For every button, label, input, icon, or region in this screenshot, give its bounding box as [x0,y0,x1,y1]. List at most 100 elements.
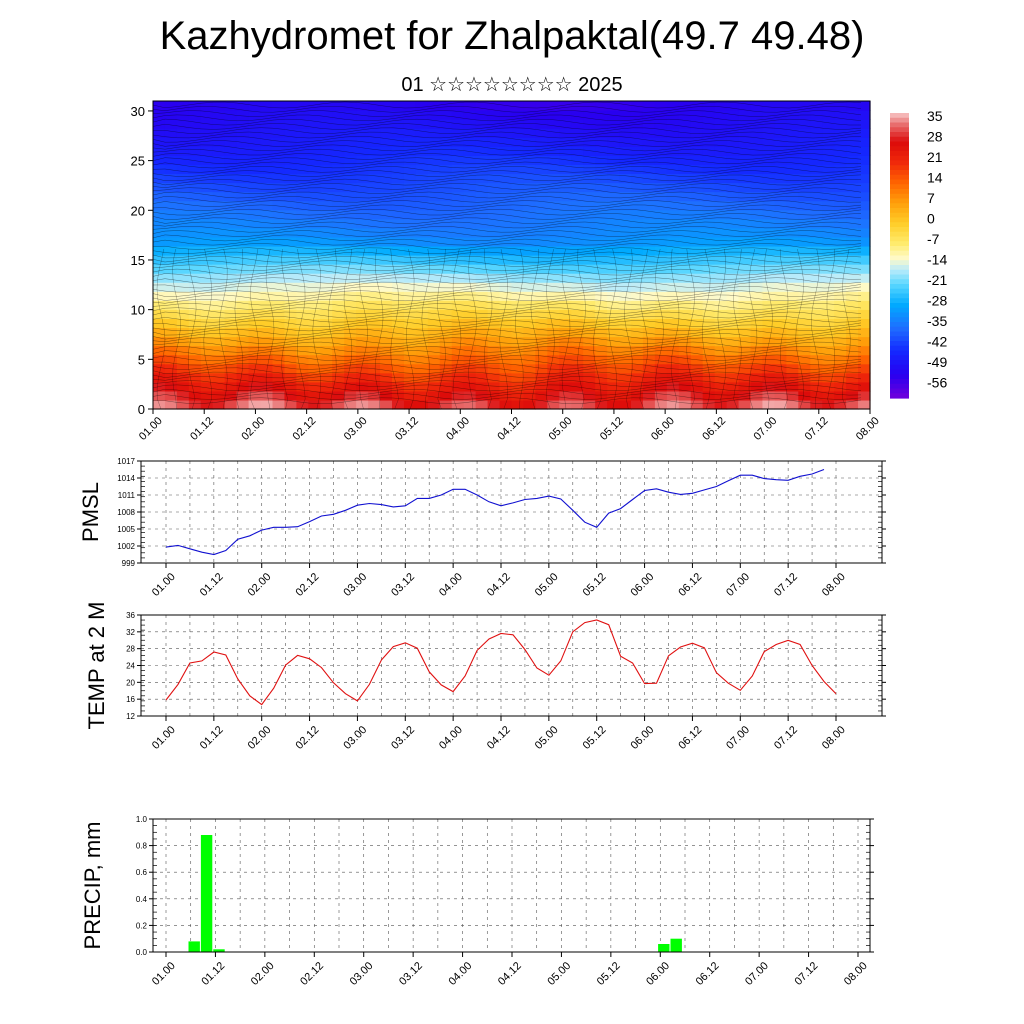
heatmap-cell [176,164,190,175]
heatmap-cell [499,137,513,147]
heatmap-cell [511,327,525,338]
heatmap-cell [284,119,297,129]
heatmap-cell [236,381,250,392]
heatmap-cell [595,173,608,184]
heatmap-cell [403,264,417,274]
heatmap-cell [475,191,489,202]
heatmap-cell [403,318,417,329]
heatmap-cell [642,282,656,292]
colorbar-segment [890,193,909,200]
heatmap-cell [224,218,238,229]
heatmap-cell [690,110,704,120]
heatmap-cell [427,345,441,356]
heatmap-cell [666,318,680,329]
heatmap-cell [248,209,262,220]
streamline [312,248,322,410]
heatmap-cell [248,191,262,202]
heatmap-cell [188,309,202,320]
heatmap-cell [666,300,680,310]
heatmap-cell [284,218,297,229]
heatmap-cell [153,218,166,229]
heatmap-cell [368,119,381,129]
heatmap-cell [690,236,704,247]
heatmap-cell [248,390,262,401]
x-tick-label: 08.00 [820,571,848,599]
x-tick-label: 04.00 [446,960,474,988]
heatmap-cell [631,318,644,329]
heatmap-cell [607,255,620,265]
heatmap-cell [702,209,716,220]
heatmap-cell [248,155,262,166]
colorbar-segment [890,146,909,152]
heatmap-cell [619,245,632,256]
heatmap-cell [344,372,357,383]
heatmap-cell [714,381,728,392]
x-tick-label: 01.00 [150,960,178,988]
heatmap-cell [846,245,859,256]
heatmap-cell [666,255,680,265]
colorbar-label: 0 [927,211,935,227]
y-tick-label: 20 [131,203,145,218]
heatmap-cell [224,345,238,356]
x-tick-label: 02.00 [249,960,277,988]
heatmap-cell [738,155,752,166]
heatmap-cell [380,399,393,410]
heatmap-cell [822,363,835,374]
precip-bar [188,941,200,952]
heatmap-cell [642,390,656,401]
heatmap-cell [654,300,668,310]
heatmap-cell [164,354,178,365]
heatmap-cell [738,309,752,320]
heatmap-cell [427,291,441,301]
heatmap-cell [260,110,274,120]
heatmap-cell [439,318,453,329]
heatmap-cell [475,137,489,147]
heatmap-cell [822,155,835,166]
heatmap-cell [212,101,226,111]
heatmap-cell [714,146,728,156]
heatmap-cell [774,282,787,292]
heatmap-cell [344,173,357,184]
heatmap-cell [619,282,632,292]
colorbar-segment [890,136,909,143]
heatmap-cell [224,155,238,166]
streamline [152,316,862,323]
heatmap-cell [846,218,859,229]
heatmap-cell [188,327,202,338]
heatmap-cell [690,363,704,374]
heatmap-cell [822,336,835,347]
heatmap-cell [846,173,859,184]
colorbar-label: -21 [927,272,947,288]
heatmap-cell [415,345,429,356]
streamline [670,248,680,410]
heatmap-cell [451,119,465,129]
heatmap-cell [607,381,620,392]
heatmap-cell [834,372,847,383]
heatmap-cell [750,309,764,320]
heatmap-cell [332,236,345,247]
heatmap-cell [714,236,728,247]
heatmap-cell [200,209,214,220]
x-tick-label: 02.00 [246,571,274,599]
streamline [152,140,862,147]
colorbar-segment [890,350,909,356]
heatmap-cell [356,336,369,347]
colorbar-segment [890,151,909,157]
heatmap-cell [642,137,656,147]
heatmap-cell [654,399,668,410]
heatmap-cell [726,390,740,401]
heatmap-cell [344,227,357,238]
heatmap-cell [164,236,178,247]
heatmap-cell [153,300,166,310]
colorbar-label: 14 [927,170,943,186]
heatmap-cell [798,354,811,365]
heatmap-cell [212,110,226,120]
streamline [152,264,862,272]
heatmap-cell [427,245,441,256]
heatmap-cell [798,200,811,211]
x-tick-label: 07.12 [792,960,820,988]
heatmap-cell [260,227,274,238]
heatmap-cell [356,245,369,256]
x-tick-label: 06.12 [694,960,722,988]
heatmap-cell [846,191,859,202]
